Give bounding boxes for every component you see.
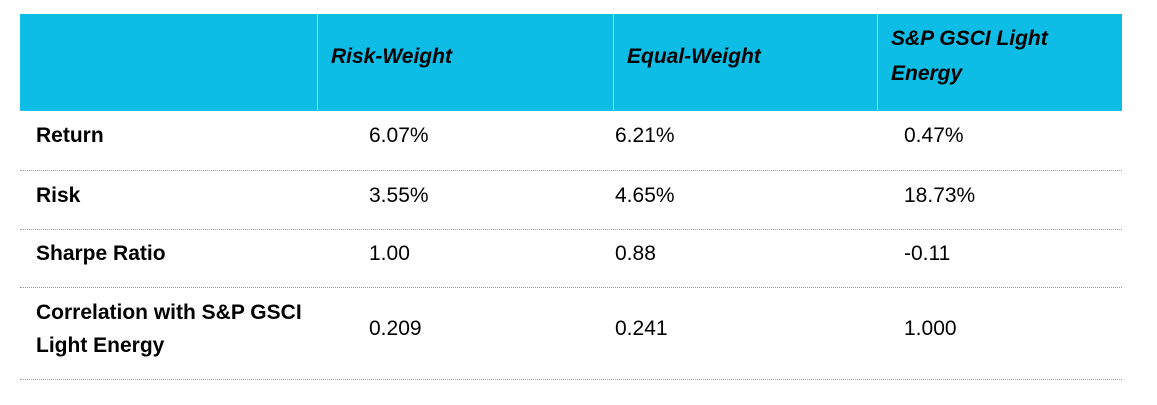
value-return-risk-weight: 6.07% [369,124,429,147]
value-correlation-risk-weight: 0.209 [369,317,422,340]
table-row-risk: Risk 3.55% 4.65% 18.73% [20,171,1122,230]
table-header-row: Risk-Weight Equal-Weight S&P GSCI Light … [20,14,1122,111]
value-risk-sp-gsci: 18.73% [904,183,976,207]
row-label-correlation: Correlation with S&P GSCI Light Energy [36,300,302,357]
performance-comparison-table: Risk-Weight Equal-Weight S&P GSCI Light … [20,14,1122,380]
header-cell-equal-weight: Equal-Weight [613,14,877,110]
row-label-risk: Risk [36,183,81,207]
header-cell-risk-weight: Risk-Weight [317,14,613,110]
row-label-return: Return [36,124,104,147]
table-row-sharpe-ratio: Sharpe Ratio 1.00 0.88 -0.11 [20,230,1122,288]
value-sharpe-risk-weight: 1.00 [369,242,410,265]
value-risk-risk-weight: 3.55% [369,183,429,207]
table-row-return: Return 6.07% 6.21% 0.47% [20,111,1122,171]
value-correlation-sp-gsci: 1.000 [904,317,957,340]
value-sharpe-equal-weight: 0.88 [615,242,656,265]
value-risk-equal-weight: 4.65% [615,183,675,207]
value-correlation-equal-weight: 0.241 [615,317,668,340]
header-cell-empty [20,14,317,110]
value-sharpe-sp-gsci: -0.11 [904,242,951,265]
row-label-sharpe-ratio: Sharpe Ratio [36,242,166,265]
table-row-correlation: Correlation with S&P GSCI Light Energy 0… [20,288,1122,380]
value-return-sp-gsci: 0.47% [904,124,964,147]
header-cell-sp-gsci-light-energy: S&P GSCI Light Energy [877,14,1122,110]
value-return-equal-weight: 6.21% [615,124,675,147]
